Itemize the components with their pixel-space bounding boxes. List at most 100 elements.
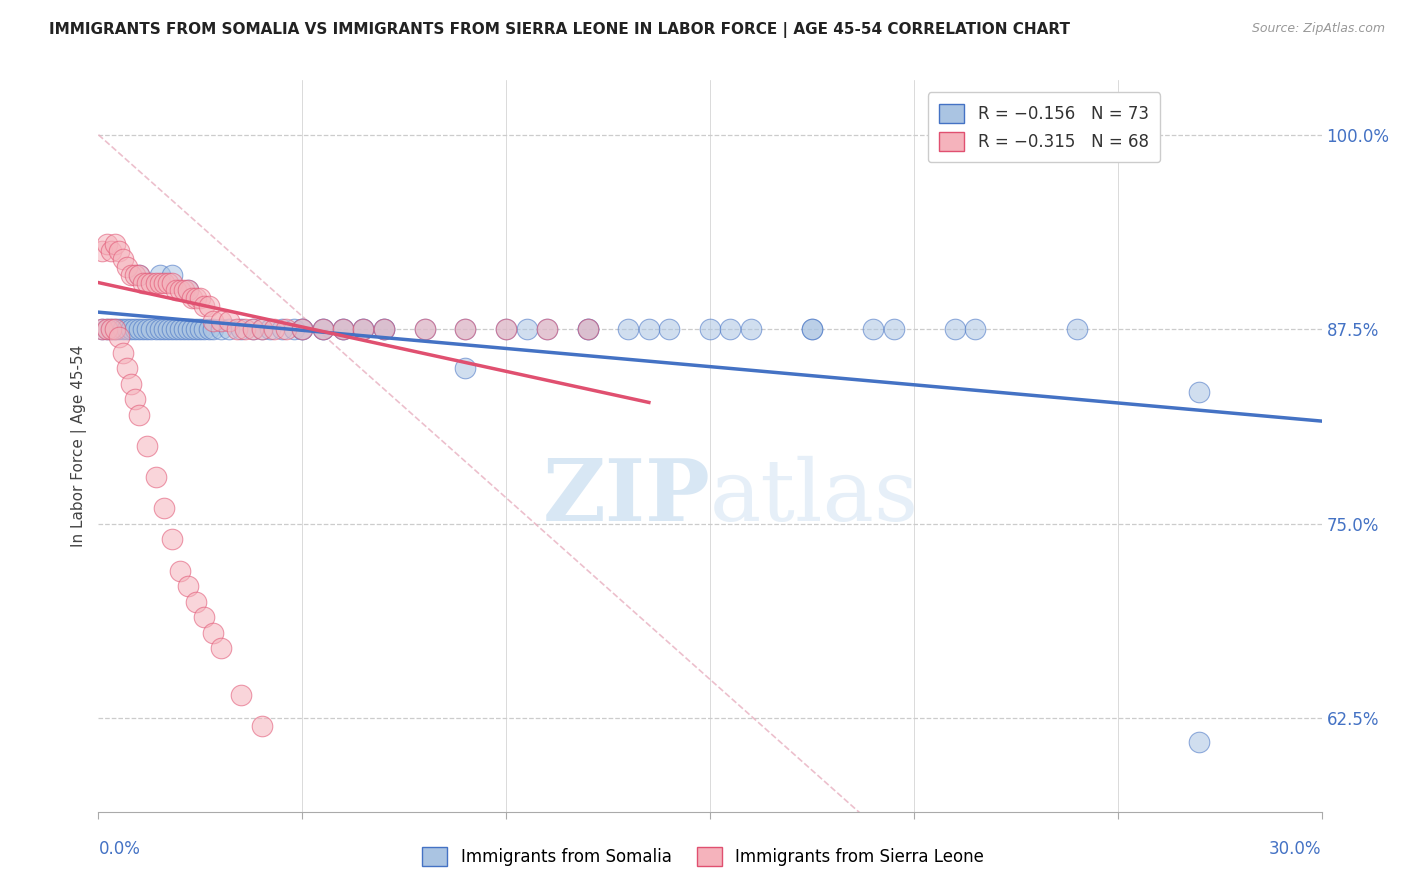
Point — [124, 392, 146, 407]
Point — [91, 244, 114, 259]
Point — [332, 322, 354, 336]
Point — [96, 322, 118, 336]
Point — [152, 322, 174, 336]
Legend: R = −0.156   N = 73, R = −0.315   N = 68: R = −0.156 N = 73, R = −0.315 N = 68 — [928, 92, 1160, 162]
Point — [173, 322, 195, 336]
Point — [100, 244, 122, 259]
Point — [263, 322, 285, 336]
Point — [1188, 384, 1211, 399]
Point — [160, 268, 183, 282]
Point — [352, 322, 374, 336]
Point — [312, 322, 335, 336]
Point — [197, 322, 219, 336]
Point — [231, 688, 253, 702]
Point — [104, 236, 127, 251]
Point — [136, 322, 159, 336]
Point — [177, 284, 200, 298]
Point — [160, 322, 183, 336]
Point — [193, 322, 215, 336]
Point — [209, 314, 232, 328]
Point — [536, 322, 558, 336]
Point — [373, 322, 395, 336]
Point — [883, 322, 905, 336]
Point — [495, 322, 517, 336]
Point — [120, 322, 142, 336]
Point — [209, 641, 232, 656]
Point — [699, 322, 721, 336]
Point — [209, 322, 232, 336]
Point — [862, 322, 884, 336]
Point — [1188, 734, 1211, 748]
Point — [165, 284, 187, 298]
Point — [91, 322, 114, 336]
Point — [177, 322, 200, 336]
Point — [141, 322, 163, 336]
Text: Source: ZipAtlas.com: Source: ZipAtlas.com — [1251, 22, 1385, 36]
Point — [270, 322, 294, 336]
Text: atlas: atlas — [710, 456, 920, 539]
Point — [149, 322, 172, 336]
Point — [124, 268, 146, 282]
Point — [718, 322, 742, 336]
Point — [111, 322, 134, 336]
Point — [169, 564, 191, 578]
Point — [312, 322, 335, 336]
Point — [250, 322, 273, 336]
Text: 30.0%: 30.0% — [1270, 839, 1322, 858]
Point — [156, 322, 179, 336]
Point — [141, 276, 163, 290]
Point — [165, 322, 187, 336]
Point — [1066, 322, 1088, 336]
Point — [169, 284, 191, 298]
Point — [332, 322, 354, 336]
Point — [576, 322, 599, 336]
Point — [100, 322, 122, 336]
Point — [274, 322, 297, 336]
Point — [104, 322, 127, 336]
Point — [291, 322, 314, 336]
Point — [197, 299, 219, 313]
Point — [128, 268, 150, 282]
Point — [96, 322, 118, 336]
Point — [108, 322, 131, 336]
Point — [173, 284, 195, 298]
Point — [186, 322, 208, 336]
Point — [181, 291, 204, 305]
Point — [104, 322, 127, 336]
Point — [536, 322, 558, 336]
Point — [152, 276, 174, 290]
Point — [242, 322, 264, 336]
Point — [169, 322, 191, 336]
Point — [177, 579, 200, 593]
Y-axis label: In Labor Force | Age 45-54: In Labor Force | Age 45-54 — [72, 345, 87, 547]
Point — [454, 322, 477, 336]
Point — [136, 439, 159, 453]
Point — [91, 322, 114, 336]
Point — [250, 322, 273, 336]
Point — [149, 276, 172, 290]
Point — [201, 625, 224, 640]
Point — [108, 330, 131, 344]
Point — [96, 236, 118, 251]
Point — [283, 322, 305, 336]
Point — [136, 276, 159, 290]
Point — [231, 322, 253, 336]
Point — [120, 376, 142, 391]
Point — [658, 322, 681, 336]
Point — [201, 322, 224, 336]
Point — [352, 322, 374, 336]
Point — [115, 322, 138, 336]
Point — [108, 244, 131, 259]
Point — [100, 322, 122, 336]
Point — [188, 322, 212, 336]
Point — [145, 322, 167, 336]
Point — [373, 322, 395, 336]
Point — [120, 268, 142, 282]
Point — [495, 322, 517, 336]
Point — [516, 322, 538, 336]
Point — [965, 322, 987, 336]
Point — [576, 322, 599, 336]
Text: IMMIGRANTS FROM SOMALIA VS IMMIGRANTS FROM SIERRA LEONE IN LABOR FORCE | AGE 45-: IMMIGRANTS FROM SOMALIA VS IMMIGRANTS FR… — [49, 22, 1070, 38]
Point — [250, 719, 273, 733]
Point — [943, 322, 966, 336]
